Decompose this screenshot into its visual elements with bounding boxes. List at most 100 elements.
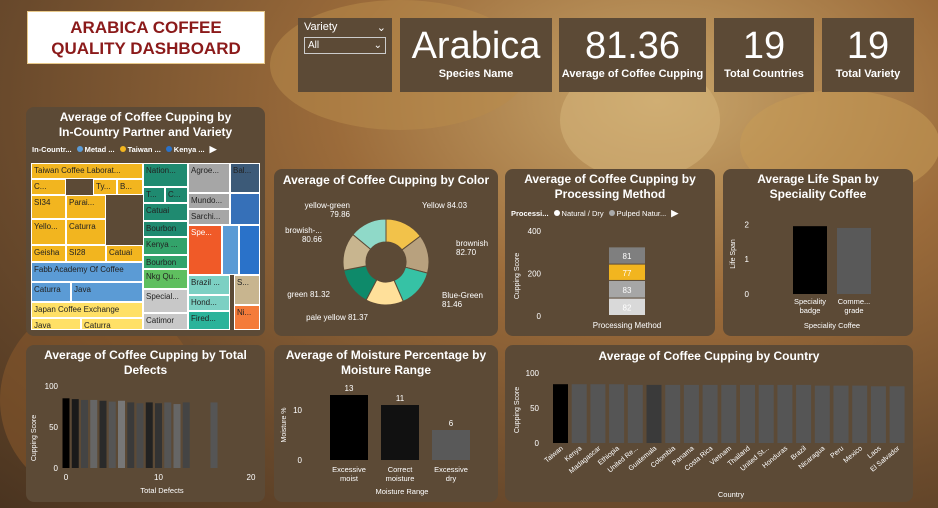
y-tick-label: 400 [528, 227, 542, 236]
treemap-cell[interactable]: Caturra [81, 318, 143, 330]
treemap-cell[interactable]: Yello... [31, 219, 66, 245]
title-line-1: ARABICA COFFEE [70, 18, 222, 37]
legend-item: Natural / Dry [561, 209, 604, 218]
treemap-cell[interactable]: Parai... [66, 195, 106, 219]
bar-segment [609, 264, 645, 280]
treemap-cell[interactable]: Java [71, 282, 143, 302]
treemap-cell[interactable]: SI34 [31, 195, 66, 219]
legend-item: Metad ... [84, 145, 115, 154]
y-tick-label: 100 [526, 369, 540, 378]
treemap-cell[interactable]: S... [234, 275, 260, 305]
kpi-total-variety: 19 Total Variety [822, 18, 914, 92]
treemap-cell[interactable]: Taiwan Coffee Laborat... [31, 163, 143, 179]
bar [852, 385, 868, 443]
title-line-2: QUALITY DASHBOARD [51, 39, 241, 58]
treemap-cell[interactable]: Sarchi... [188, 209, 230, 225]
moisture-chart: 0 10 Moisture % 13 Excessive moist 11 Correct mo… [281, 384, 470, 496]
treemap-cell[interactable]: C... [165, 187, 188, 203]
treemap-cell[interactable]: Nkg Qu... [143, 269, 188, 289]
kpi-value: 81.36 [584, 25, 681, 67]
legend-next-icon[interactable]: ▶ [671, 208, 679, 218]
legend-next-icon[interactable]: ▶ [209, 144, 217, 154]
treemap-cell[interactable]: Catuai [106, 245, 143, 262]
chart-title: Average of Coffee Cupping by Total Defect… [44, 348, 247, 377]
x-tick-label: Excessive moist [332, 465, 366, 483]
bar [108, 401, 116, 468]
bar [145, 402, 153, 468]
bar [889, 386, 905, 443]
treemap-cell[interactable] [230, 193, 260, 225]
legend-title: Processi... [511, 209, 549, 218]
treemap-cell[interactable]: Agroe... [188, 163, 230, 193]
treemap-cell[interactable]: Caturra [31, 282, 71, 302]
treemap-cell[interactable]: Fired... [188, 311, 230, 330]
bar [627, 384, 643, 443]
treemap-cell[interactable]: Mundo... [188, 193, 230, 209]
processing-legend: Processi... Natural / Dry Pulped Natur..… [505, 202, 715, 219]
legend-item: Kenya ... [173, 145, 205, 154]
variety-slicer[interactable]: Variety ⌄ All ⌄ [298, 18, 392, 92]
y-tick-label: 0 [298, 456, 303, 465]
bar [381, 405, 419, 460]
kpi-value: 19 [846, 25, 890, 67]
bar [609, 384, 625, 443]
treemap-cell[interactable]: Special... [143, 289, 188, 313]
treemap-cell[interactable]: Bourbon [143, 255, 188, 269]
y-axis-label: Cupping Score [31, 415, 38, 461]
treemap-cell[interactable]: Kenya ... [143, 237, 188, 255]
chevron-down-icon[interactable]: ⌄ [376, 22, 386, 34]
treemap-cell[interactable]: Caturra [66, 219, 106, 245]
data-label: 82 [623, 303, 632, 312]
treemap-cell[interactable]: Java [31, 318, 81, 330]
treemap-cell[interactable]: Bal... [230, 163, 260, 193]
slice-label: Yellow 84.03 [422, 201, 468, 210]
x-tick-label: Excessive dry [434, 465, 468, 483]
treemap-cell[interactable]: Geisha [31, 245, 66, 262]
treemap-cell[interactable]: Catuai [143, 203, 188, 221]
chart-title: Average of Coffee Cupping by Processing M… [524, 172, 696, 201]
treemap-cell[interactable] [222, 225, 239, 275]
legend-swatch [608, 210, 615, 216]
y-tick-label: 0 [537, 312, 542, 321]
legend-swatch [76, 146, 83, 152]
treemap-cell[interactable]: B... [117, 179, 143, 195]
slice-label: pale yellow 81.37 [306, 313, 368, 322]
treemap-cell[interactable]: Hond... [188, 295, 230, 311]
treemap-cell[interactable]: Spe... [188, 225, 222, 275]
data-label: 6 [449, 419, 454, 428]
chevron-down-icon: ⌄ [373, 40, 382, 51]
x-tick-label: 0 [64, 473, 69, 482]
treemap-cell[interactable]: Ni... [234, 305, 260, 330]
treemap-cell[interactable]: Fabb Academy Of Coffee [31, 262, 143, 282]
data-label: 11 [396, 394, 405, 403]
kpi-label: Total Variety [835, 68, 901, 80]
slicer-dropdown[interactable]: All ⌄ [304, 37, 386, 54]
treemap-cell[interactable]: Catimor [143, 313, 188, 330]
y-tick-label: 2 [745, 220, 750, 229]
legend-swatch [119, 146, 126, 152]
kpi-label: Total Countries [724, 68, 804, 80]
treemap-cell[interactable]: SI28 [66, 245, 106, 262]
treemap-cell[interactable]: Ty... [93, 179, 117, 195]
bar [164, 402, 172, 468]
treemap-cell[interactable]: Brazil ... [188, 275, 230, 295]
treemap-cell[interactable]: C... [31, 179, 66, 195]
treemap-cell[interactable]: Japan Coffee Exchange [31, 302, 143, 318]
slice-label: yellow-green 79.86 [305, 201, 351, 219]
treemap-cell[interactable] [239, 225, 260, 275]
chart-title: Average of Moisture Percentage by Moistur… [285, 348, 487, 377]
bar [553, 384, 568, 443]
x-tick-label: Correct moisture [386, 465, 415, 483]
bar [721, 384, 737, 443]
treemap-area: Taiwan Coffee Laborat... C... Ty... B...… [31, 163, 260, 330]
treemap-cell[interactable]: T... [143, 187, 165, 203]
y-axis-label: Life Span [730, 239, 737, 269]
bar [210, 402, 218, 468]
bar [71, 399, 79, 468]
bar [837, 227, 871, 294]
x-tick-label: Taiwan [544, 445, 565, 464]
treemap-cell[interactable]: Nation... [143, 163, 188, 187]
lifespan-panel: Average Life Span by Speciality Coffee 0 1… [723, 169, 913, 336]
treemap-cell[interactable]: Bourbon [143, 221, 188, 237]
legend-swatch [165, 146, 172, 152]
